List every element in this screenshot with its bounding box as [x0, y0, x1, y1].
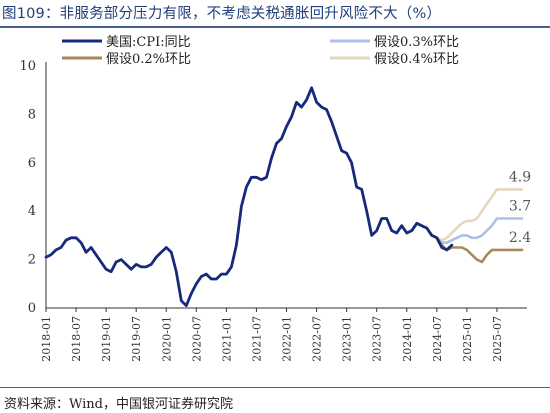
end-labels: 4.9 3.7 2.4 — [509, 169, 531, 246]
end-value-label: 4.9 — [509, 169, 531, 185]
x-tick-label: 2024-01 — [401, 316, 414, 362]
y-tick-label: 8 — [28, 107, 36, 122]
x-tick-label: 2023-01 — [341, 316, 354, 362]
x-tick-label: 2018-07 — [70, 316, 83, 362]
y-tick-label: 10 — [19, 59, 36, 74]
series-line — [405, 188, 524, 242]
x-tick-label: 2022-07 — [311, 316, 324, 362]
title-divider — [0, 26, 550, 28]
x-tick-label: 2019-07 — [130, 316, 143, 362]
x-tick-label: 2018-01 — [40, 316, 53, 362]
x-tick-label: 2023-07 — [371, 316, 384, 362]
x-tick-label: 2024-07 — [431, 316, 444, 362]
x-tick-label: 2022-01 — [281, 316, 294, 362]
x-tick-label: 2019-01 — [100, 316, 113, 362]
axes: 0 2 4 6 8 10 2018-01 2018-07 2019-01 2019-07 2020-… — [19, 59, 527, 362]
source-note: 资料来源：Wind，中国银河证券研究院 — [4, 397, 233, 412]
series-line — [405, 222, 524, 264]
end-value-label: 2.4 — [509, 230, 531, 246]
x-tick-label: 2025-01 — [461, 316, 474, 362]
chart-title: 图109：非服务部分压力有限，不考虑关税通胀回升风险不大（%） — [2, 6, 442, 22]
y-tick-label: 2 — [28, 253, 36, 268]
source-divider — [0, 387, 550, 388]
legend-label: 假设0.3%环比 — [374, 35, 459, 50]
y-tick-label: 4 — [28, 204, 36, 219]
x-tick-label: 2020-01 — [160, 316, 173, 362]
legend-label: 美国:CPI:同比 — [106, 35, 191, 50]
y-tick-label: 6 — [28, 156, 36, 171]
x-tick-label: 2020-07 — [190, 316, 203, 362]
legend-label: 假设0.4%环比 — [374, 52, 459, 67]
x-tick-label: 2021-07 — [250, 316, 263, 362]
series-line — [44, 86, 454, 308]
end-value-label: 3.7 — [509, 198, 531, 214]
x-tick-label: 2025-07 — [491, 316, 504, 362]
x-tick-label: 2021-01 — [220, 316, 233, 362]
y-tick-label: 0 — [28, 301, 36, 316]
legend-label: 假设0.2%环比 — [106, 52, 191, 67]
series-group — [44, 86, 524, 308]
